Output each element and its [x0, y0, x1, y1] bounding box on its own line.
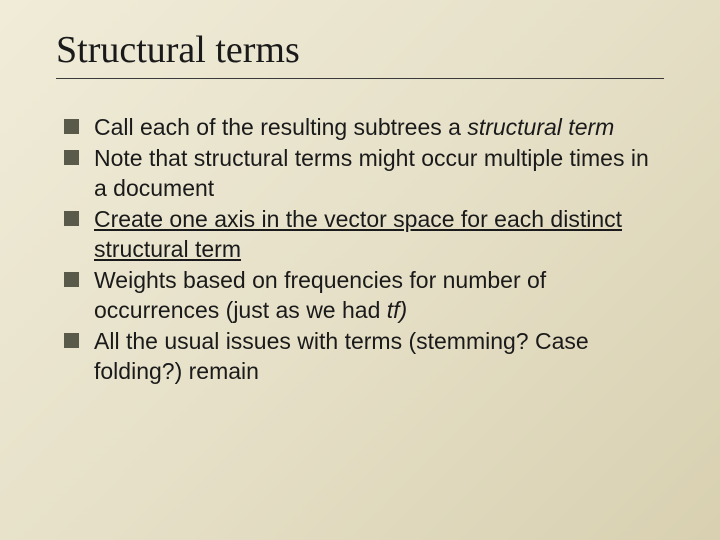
- bullet-item: Create one axis in the vector space for …: [64, 205, 664, 264]
- bullet-item: Weights based on frequencies for number …: [64, 266, 664, 325]
- bullet-item: Call each of the resulting subtrees a st…: [64, 113, 664, 142]
- bullet-item: All the usual issues with terms (stemmin…: [64, 327, 664, 386]
- bullet-list: Call each of the resulting subtrees a st…: [56, 113, 664, 386]
- bullet-item: Note that structural terms might occur m…: [64, 144, 664, 203]
- bullet-text-pre: Note that structural terms might occur m…: [94, 145, 649, 200]
- bullet-text-pre: Call each of the resulting subtrees a: [94, 114, 467, 140]
- title-underline: [56, 78, 664, 79]
- slide-title: Structural terms: [56, 28, 664, 72]
- bullet-text-em: structural term: [467, 114, 614, 140]
- bullet-text-em: tf): [387, 297, 407, 323]
- bullet-text-pre: All the usual issues with terms (stemmin…: [94, 328, 589, 383]
- bullet-text-pre: Weights based on frequencies for number …: [94, 267, 546, 322]
- slide-container: Structural terms Call each of the result…: [0, 0, 720, 540]
- bullet-text-underline: Create one axis in the vector space for …: [94, 206, 622, 261]
